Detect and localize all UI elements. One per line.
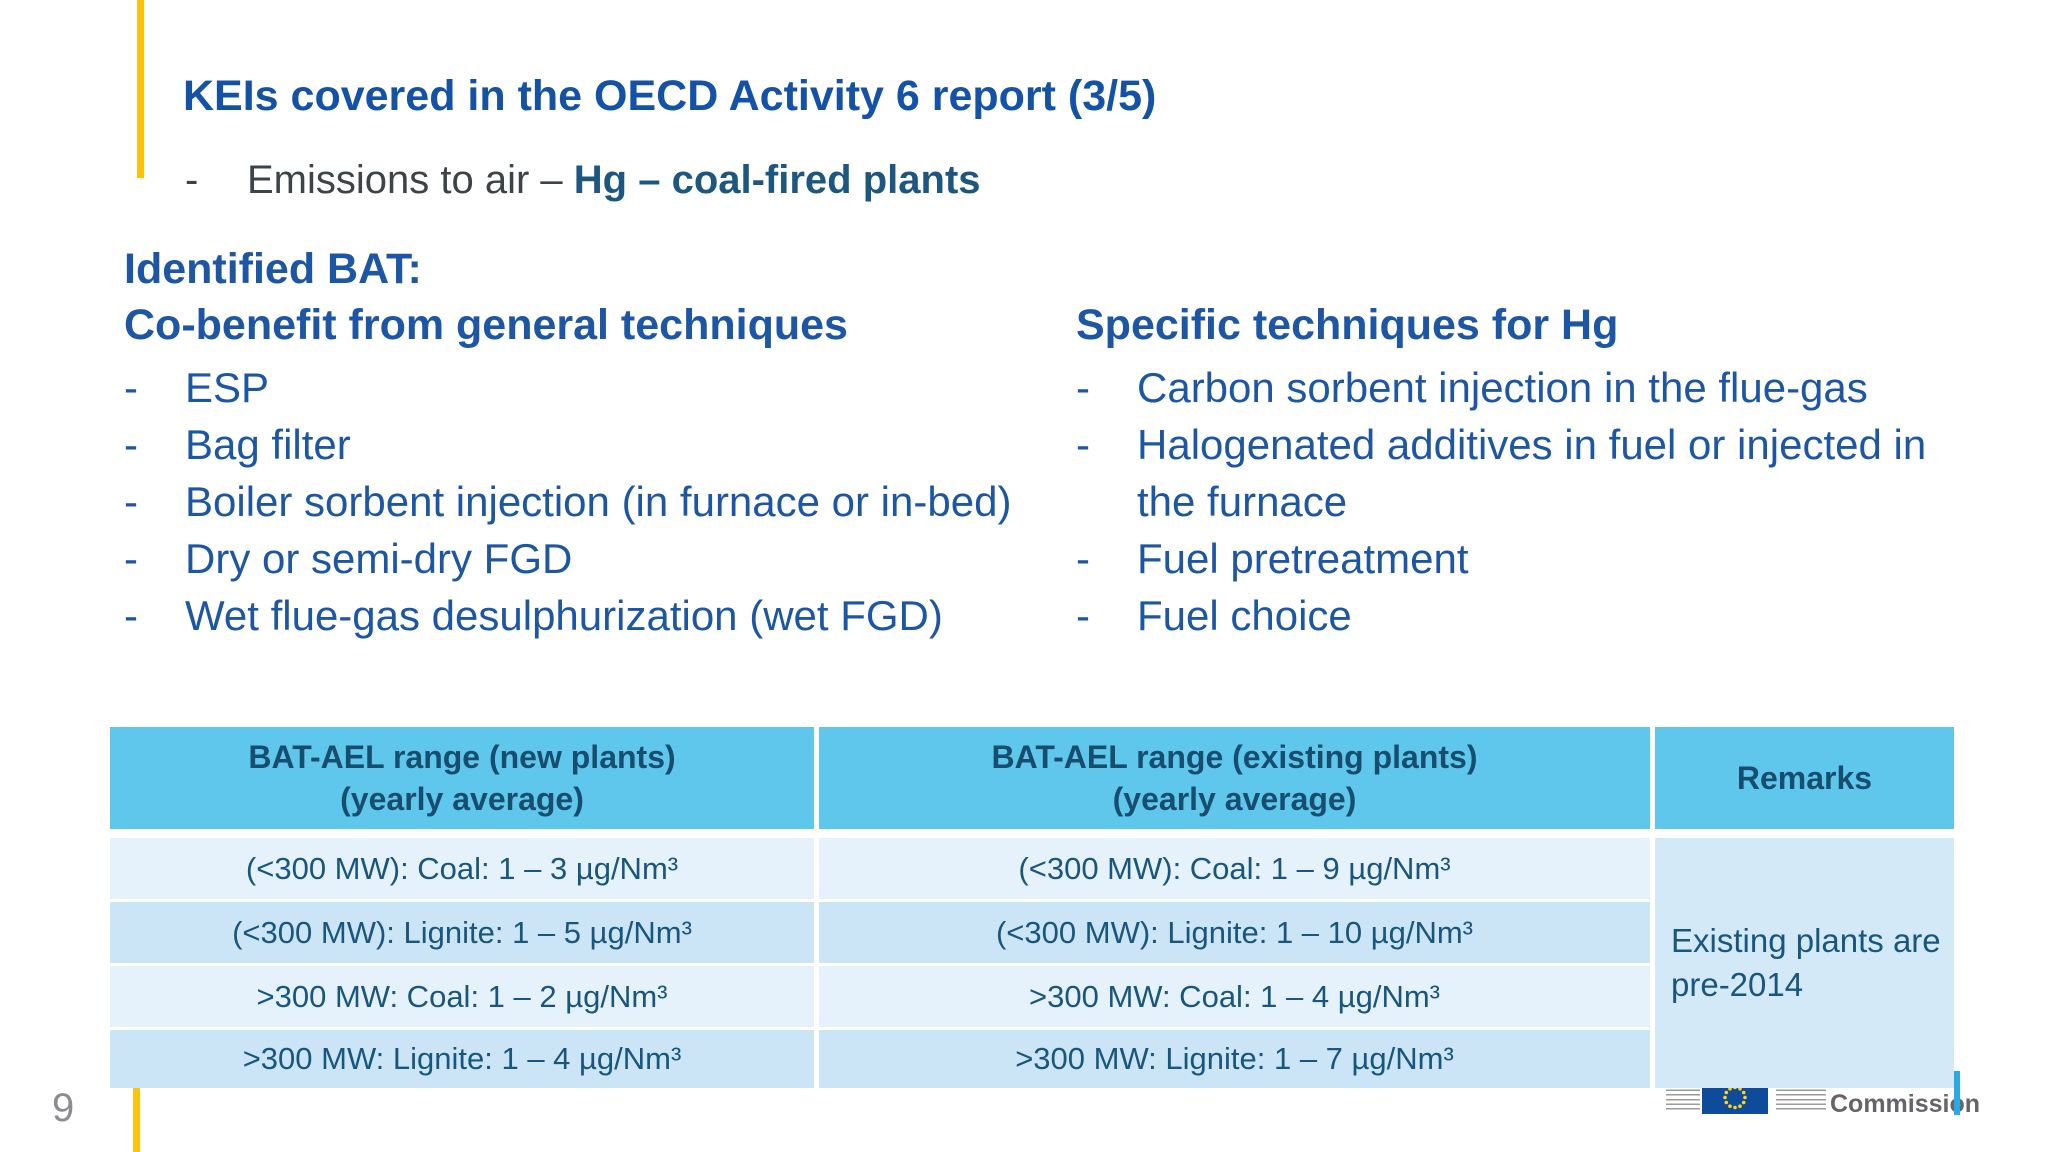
dash-bullet: - — [185, 158, 199, 202]
subtitle: - Emissions to air – Hg – coal-fired plan… — [185, 158, 981, 203]
accent-bar-top — [137, 0, 144, 178]
dash-bullet: - — [124, 364, 138, 411]
co-benefit-list: - ESP - Bag filter - Boiler sorbent injecti… — [124, 359, 1036, 644]
table-cell: (<300 MW): Coal: 1 – 9 µg/Nm³ — [819, 838, 1655, 902]
subtitle-bold: Hg – coal-fired plants — [573, 158, 981, 202]
header-line: BAT-AEL range (existing plants) — [991, 739, 1478, 775]
page-number: 9 — [52, 1086, 75, 1130]
logo-lines-decoration — [1666, 1085, 1700, 1112]
dash-bullet: - — [124, 421, 138, 468]
list-item: - Boiler sorbent injection (in furnace or… — [124, 473, 1036, 530]
logo-lines-decoration — [1776, 1085, 1826, 1112]
list-item-label: Bag filter — [185, 421, 351, 468]
list-item: - Bag filter — [124, 416, 1036, 473]
table-row: (<300 MW): Coal: 1 – 3 µg/Nm³ (<300 MW):… — [110, 838, 1954, 1088]
table-cell: >300 MW: Lignite: 1 – 7 µg/Nm³ — [819, 1030, 1655, 1088]
table-row: >300 MW: Coal: 1 – 2 µg/Nm³ >300 MW: Coa… — [110, 966, 1954, 1030]
table-cell: (<300 MW): Lignite: 1 – 10 µg/Nm³ — [819, 902, 1655, 966]
table-cell: (<300 MW): Lignite: 1 – 5 µg/Nm³ — [110, 902, 819, 966]
dash-bullet: - — [124, 535, 138, 582]
table-row: (<300 MW): Lignite: 1 – 5 µg/Nm³ (<300 M… — [110, 902, 1954, 966]
list-item-label: ESP — [185, 364, 270, 411]
table-cell: >300 MW: Coal: 1 – 2 µg/Nm³ — [110, 966, 819, 1030]
list-item: - Carbon sorbent injection in the flue-ga… — [1076, 359, 1976, 416]
list-item-label: Halogenated additives in fuel or injecte… — [1137, 421, 1927, 525]
column-header-existing-plants: BAT-AEL range (existing plants) (yearly … — [819, 727, 1655, 838]
list-item-label: Fuel pretreatment — [1137, 535, 1469, 582]
identified-bat-heading: Identified BAT: — [124, 245, 422, 293]
logo-accent-bar — [1954, 1071, 1960, 1115]
subtitle-plain: Emissions to air – — [247, 158, 574, 202]
list-item: - Halogenated additives in fuel or inject… — [1076, 416, 1976, 530]
co-benefit-heading: Co-benefit from general techniques — [124, 301, 848, 349]
bat-ael-table: BAT-AEL range (new plants) (yearly avera… — [110, 727, 1954, 1088]
dash-bullet: - — [1076, 364, 1090, 411]
header-line: (yearly average) — [340, 781, 584, 817]
list-item-label: Dry or semi-dry FGD — [185, 535, 573, 582]
specific-techniques-heading: Specific techniques for Hg — [1076, 301, 1619, 349]
table-cell: (<300 MW): Coal: 1 – 3 µg/Nm³ — [110, 838, 819, 902]
list-item-label: Wet flue-gas desulphurization (wet FGD) — [185, 592, 943, 639]
list-item: - Fuel choice — [1076, 587, 1976, 644]
table-header-row: BAT-AEL range (new plants) (yearly avera… — [110, 727, 1954, 838]
column-header-new-plants: BAT-AEL range (new plants) (yearly avera… — [110, 727, 819, 838]
list-item: - Fuel pretreatment — [1076, 530, 1976, 587]
table-cell: >300 MW: Coal: 1 – 4 µg/Nm³ — [819, 966, 1655, 1030]
table-row: >300 MW: Lignite: 1 – 4 µg/Nm³ >300 MW: … — [110, 1030, 1954, 1088]
remarks-cell: Existing plants are pre-2014 — [1655, 838, 1954, 1088]
column-header-remarks: Remarks — [1655, 727, 1954, 838]
page-title: KEIs covered in the OECD Activity 6 repo… — [183, 72, 1157, 120]
table-cell: >300 MW: Lignite: 1 – 4 µg/Nm³ — [110, 1030, 819, 1088]
dash-bullet: - — [124, 592, 138, 639]
dash-bullet: - — [1076, 592, 1090, 639]
list-item: - Wet flue-gas desulphurization (wet FGD) — [124, 587, 1036, 644]
accent-bar-bottom — [133, 1081, 140, 1152]
dash-bullet: - — [1076, 535, 1090, 582]
list-item: - Dry or semi-dry FGD — [124, 530, 1036, 587]
header-line: BAT-AEL range (new plants) — [248, 739, 676, 775]
dash-bullet: - — [1076, 421, 1090, 468]
list-item-label: Fuel choice — [1137, 592, 1352, 639]
list-item-label: Boiler sorbent injection (in furnace or … — [185, 478, 1012, 525]
dash-bullet: - — [124, 478, 138, 525]
specific-techniques-list: - Carbon sorbent injection in the flue-ga… — [1076, 359, 1976, 644]
list-item-label: Carbon sorbent injection in the flue-gas — [1137, 364, 1868, 411]
header-line: (yearly average) — [1112, 781, 1357, 817]
list-item: - ESP — [124, 359, 1036, 416]
